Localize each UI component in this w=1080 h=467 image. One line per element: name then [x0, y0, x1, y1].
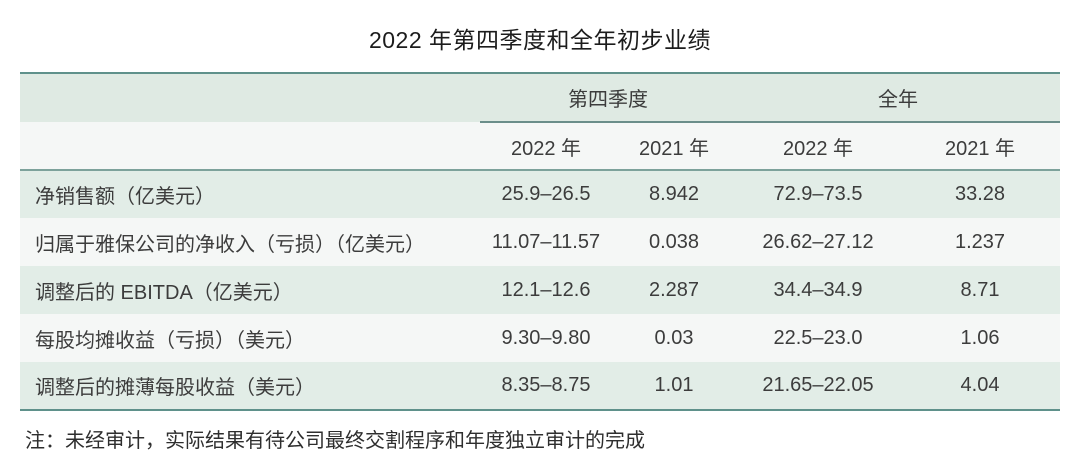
footnote: 注：未经审计，实际结果有待公司最终交割程序和年度独立审计的完成: [25, 430, 645, 452]
row-label: 每股均摊收益（亏损）（美元）: [35, 329, 305, 352]
cell-value: 1.06: [960, 326, 1000, 349]
cell-value: 34.4–34.9: [773, 278, 863, 301]
table-header: 第四季度 全年 2022 年 2021 年 2022 年 2021 年: [20, 73, 1060, 170]
table-body: 净销售额（亿美元） 25.9–26.5 8.942 72.9–73.5 33.2…: [20, 170, 1060, 410]
cell-value: 8.71: [960, 278, 1000, 301]
group-header-q4: 第四季度: [480, 73, 736, 123]
cell-value: 33.28: [954, 183, 1006, 205]
cell-value: 11.07–11.57: [491, 230, 601, 253]
table-row-adjusted-ebitda: 调整后的 EBITDA（亿美元） 12.1–12.6 2.287 34.4–34…: [20, 266, 1060, 314]
col-header-fy-2022: 2022 年: [782, 137, 854, 160]
cell-value: 22.5–23.0: [773, 326, 863, 349]
cell-value: 8.942: [648, 183, 700, 205]
cell-value: 8.35–8.75: [501, 374, 591, 396]
col-header-fy-2021: 2021 年: [944, 137, 1016, 160]
cell-value: 1.01: [654, 374, 694, 396]
row-label: 归属于雅保公司的净收入（亏损）（亿美元）: [35, 233, 425, 256]
cell-value: 1.237: [954, 230, 1006, 253]
table-row-net-income: 归属于雅保公司的净收入（亏损）（亿美元） 11.07–11.57 0.038 2…: [20, 218, 1060, 266]
cell-value: 25.9–26.5: [501, 183, 591, 205]
row-label: 调整后的摊薄每股收益（美元）: [35, 377, 315, 399]
cell-value: 2.287: [648, 278, 700, 301]
cell-value: 4.04: [960, 374, 1000, 396]
cell-value: 9.30–9.80: [501, 326, 591, 349]
group-header-row: 第四季度 全年: [20, 73, 1060, 123]
cell-value: 26.62–27.12: [762, 230, 874, 253]
corner-empty-cell: [20, 122, 480, 170]
results-table: 第四季度 全年 2022 年 2021 年 2022 年 2021 年 净销售额…: [20, 72, 1060, 411]
page-title: 2022 年第四季度和全年初步业绩: [368, 27, 712, 53]
cell-value: 0.038: [648, 230, 700, 253]
cell-value: 0.03: [654, 326, 694, 349]
corner-empty-cell: [20, 73, 480, 122]
row-label: 净销售额（亿美元）: [35, 186, 215, 208]
col-header-q4-2021: 2021 年: [638, 137, 710, 160]
year-header-row: 2022 年 2021 年 2022 年 2021 年: [20, 122, 1060, 170]
table-row-adjusted-diluted-eps: 调整后的摊薄每股收益（美元） 8.35–8.75 1.01 21.65–22.0…: [20, 362, 1060, 410]
row-label: 调整后的 EBITDA（亿美元）: [35, 281, 293, 304]
cell-value: 12.1–12.6: [501, 278, 591, 301]
cell-value: 21.65–22.05: [762, 374, 874, 396]
col-header-q4-2022: 2022 年: [510, 137, 582, 160]
cell-value: 72.9–73.5: [773, 183, 863, 205]
table-row-net-sales: 净销售额（亿美元） 25.9–26.5 8.942 72.9–73.5 33.2…: [20, 170, 1060, 218]
group-header-fullyear: 全年: [736, 73, 1060, 123]
table-row-diluted-eps: 每股均摊收益（亏损）（美元） 9.30–9.80 0.03 22.5–23.0 …: [20, 314, 1060, 362]
